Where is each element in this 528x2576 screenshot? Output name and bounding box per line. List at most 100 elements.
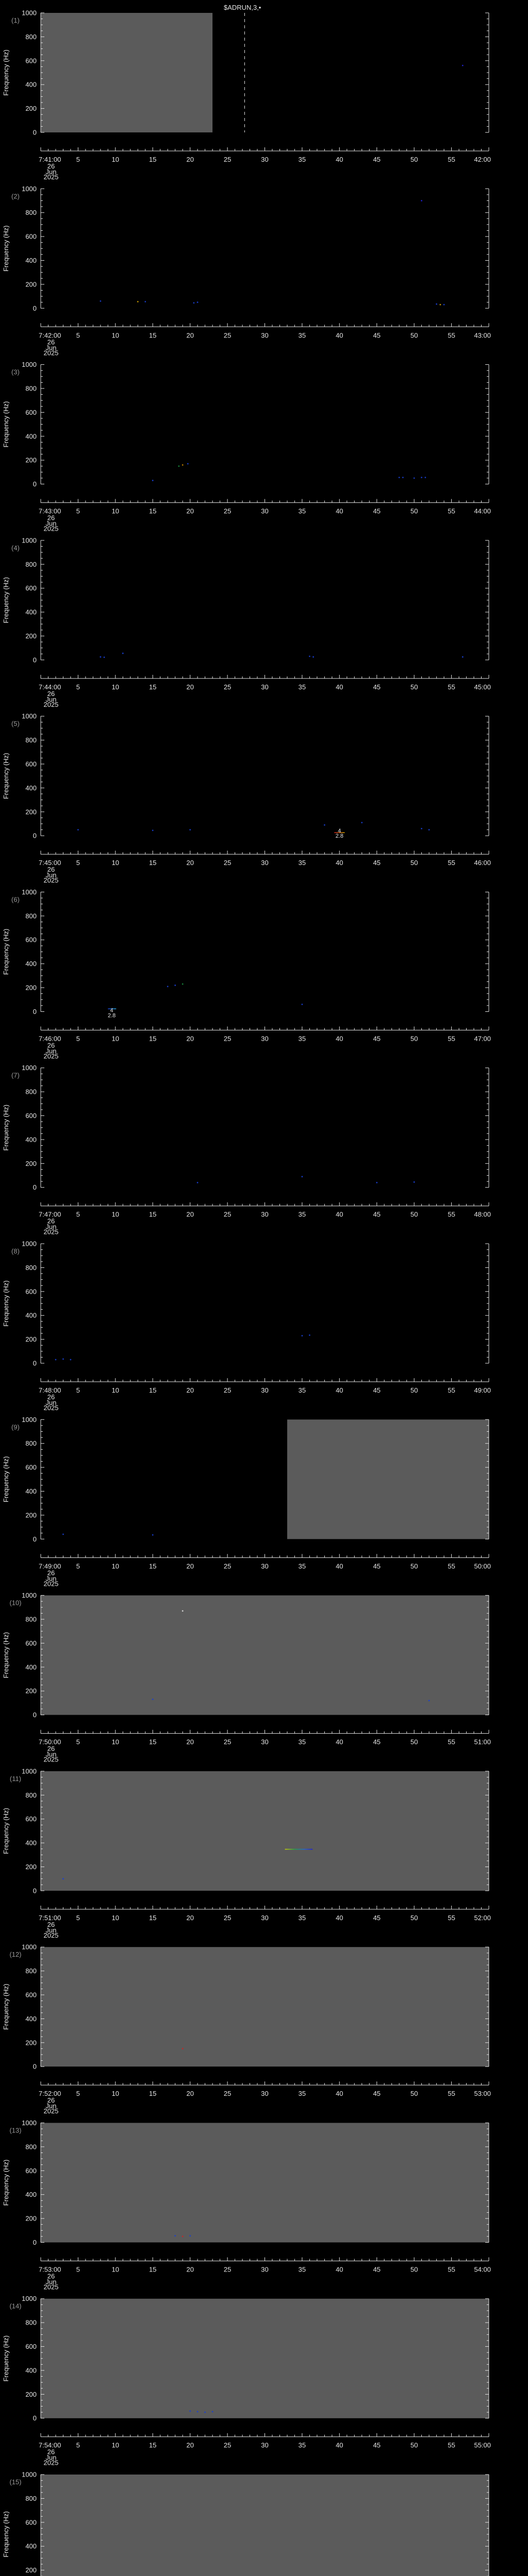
- svg-text:5: 5: [76, 2442, 80, 2449]
- svg-text:400: 400: [25, 432, 37, 440]
- svg-text:55: 55: [448, 1035, 455, 1042]
- svg-text:35: 35: [299, 1035, 306, 1042]
- svg-text:0: 0: [33, 1008, 37, 1015]
- svg-text:400: 400: [25, 1487, 37, 1495]
- svg-text:600: 600: [25, 1815, 37, 1823]
- svg-text:55: 55: [448, 1211, 455, 1218]
- svg-text:45: 45: [373, 331, 381, 339]
- svg-text:10: 10: [112, 156, 119, 163]
- svg-text:0: 0: [33, 1711, 37, 1719]
- svg-text:35: 35: [299, 1562, 306, 1570]
- svg-text:800: 800: [25, 1616, 37, 1623]
- svg-text:1000: 1000: [22, 888, 37, 896]
- svg-text:800: 800: [25, 2143, 37, 2150]
- svg-text:400: 400: [25, 2191, 37, 2198]
- svg-text:10: 10: [112, 331, 119, 339]
- svg-text:25: 25: [224, 507, 231, 515]
- svg-text:15: 15: [149, 1914, 156, 1922]
- svg-text:1000: 1000: [22, 9, 37, 16]
- svg-text:10: 10: [112, 2442, 119, 2449]
- svg-text:43:00: 43:00: [474, 331, 491, 339]
- svg-text:15: 15: [149, 2442, 156, 2449]
- svg-text:0: 0: [33, 304, 37, 312]
- svg-text:25: 25: [224, 331, 231, 339]
- svg-text:800: 800: [25, 736, 37, 744]
- svg-text:35: 35: [299, 1914, 306, 1922]
- svg-text:25: 25: [224, 1211, 231, 1218]
- svg-text:1000: 1000: [22, 1064, 37, 1072]
- svg-text:20: 20: [186, 156, 193, 163]
- svg-text:50: 50: [410, 1914, 418, 1922]
- svg-text:(8): (8): [11, 1247, 20, 1255]
- svg-text:55: 55: [448, 1738, 455, 1746]
- svg-text:200: 200: [25, 1511, 37, 1519]
- svg-text:25: 25: [224, 683, 231, 691]
- svg-text:800: 800: [25, 561, 37, 568]
- svg-text:30: 30: [261, 683, 268, 691]
- svg-text:800: 800: [25, 384, 37, 392]
- svg-text:40: 40: [336, 2265, 343, 2273]
- svg-text:50: 50: [410, 1386, 418, 1394]
- svg-text:2025: 2025: [44, 1931, 59, 1939]
- svg-text:5: 5: [76, 1211, 80, 1218]
- svg-text:600: 600: [25, 1112, 37, 1120]
- svg-text:200: 200: [25, 2215, 37, 2223]
- svg-text:2025: 2025: [44, 525, 59, 533]
- svg-text:30: 30: [261, 2265, 268, 2273]
- svg-text:0: 0: [33, 2063, 37, 2071]
- svg-text:20: 20: [186, 1035, 193, 1042]
- svg-text:55: 55: [448, 156, 455, 163]
- svg-text:10: 10: [112, 507, 119, 515]
- svg-text:55: 55: [448, 331, 455, 339]
- svg-text:25: 25: [224, 2265, 231, 2273]
- svg-text:30: 30: [261, 2442, 268, 2449]
- svg-text:25: 25: [224, 1386, 231, 1394]
- svg-text:15: 15: [149, 1035, 156, 1042]
- svg-text:1000: 1000: [22, 2295, 37, 2302]
- svg-text:800: 800: [25, 1264, 37, 1272]
- svg-text:400: 400: [25, 960, 37, 968]
- svg-text:20: 20: [186, 683, 193, 691]
- svg-text:2025: 2025: [44, 1756, 59, 1764]
- svg-text:1000: 1000: [22, 2119, 37, 2127]
- svg-text:50: 50: [410, 1035, 418, 1042]
- svg-text:2025: 2025: [44, 876, 59, 884]
- svg-text:400: 400: [25, 1136, 37, 1143]
- svg-text:5: 5: [76, 1738, 80, 1746]
- svg-text:45: 45: [373, 1211, 381, 1218]
- svg-text:15: 15: [149, 1562, 156, 1570]
- svg-text:20: 20: [186, 1738, 193, 1746]
- svg-text:30: 30: [261, 859, 268, 867]
- svg-text:25: 25: [224, 1562, 231, 1570]
- svg-text:(9): (9): [11, 1423, 20, 1431]
- svg-text:0: 0: [33, 1535, 37, 1543]
- svg-text:48:00: 48:00: [474, 1211, 491, 1218]
- svg-text:1000: 1000: [22, 1240, 37, 1248]
- svg-text:2025: 2025: [44, 349, 59, 357]
- svg-text:0: 0: [33, 2414, 37, 2422]
- svg-text:15: 15: [149, 156, 156, 163]
- svg-text:40: 40: [336, 156, 343, 163]
- svg-text:(7): (7): [11, 1072, 20, 1079]
- svg-text:800: 800: [25, 2319, 37, 2327]
- svg-text:600: 600: [25, 1287, 37, 1295]
- svg-text:30: 30: [261, 1386, 268, 1394]
- svg-text:10: 10: [112, 1211, 119, 1218]
- svg-text:25: 25: [224, 1914, 231, 1922]
- svg-text:20: 20: [186, 2265, 193, 2273]
- svg-text:20: 20: [186, 1211, 193, 1218]
- svg-text:20: 20: [186, 331, 193, 339]
- svg-text:15: 15: [149, 1738, 156, 1746]
- svg-text:1000: 1000: [22, 2471, 37, 2479]
- svg-text:35: 35: [299, 2442, 306, 2449]
- svg-text:15: 15: [149, 1211, 156, 1218]
- svg-text:45: 45: [373, 859, 381, 867]
- svg-text:400: 400: [25, 2366, 37, 2374]
- svg-text:45: 45: [373, 2265, 381, 2273]
- svg-text:40: 40: [336, 2090, 343, 2097]
- svg-text:400: 400: [25, 2015, 37, 2023]
- svg-text:10: 10: [112, 1035, 119, 1042]
- svg-text:50: 50: [410, 2090, 418, 2097]
- svg-text:15: 15: [149, 2265, 156, 2273]
- svg-text:45:00: 45:00: [474, 683, 491, 691]
